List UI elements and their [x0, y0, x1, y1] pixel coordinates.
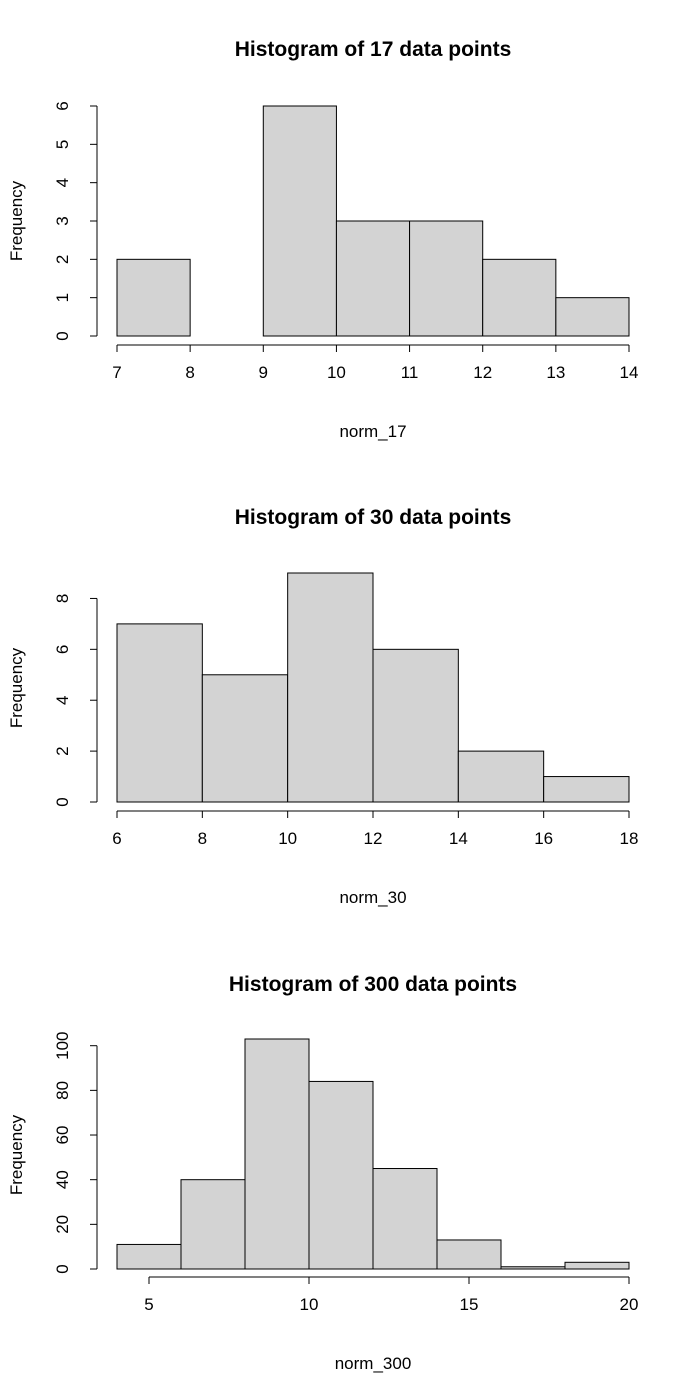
x-tick-label: 5 — [144, 1295, 153, 1314]
histogram-panel-3: Histogram of 300 data points 5 10 15 20 0 20… — [7, 973, 638, 1373]
x-tick-label: 18 — [620, 829, 639, 848]
histogram-bar — [201, 674, 289, 803]
histogram-bar — [500, 1266, 566, 1270]
x-tick-label: 15 — [460, 1295, 479, 1314]
histogram-bar — [564, 1261, 630, 1270]
y-tick-label: 6 — [53, 101, 72, 110]
y-tick-label: 5 — [53, 140, 72, 149]
x-tick-label: 12 — [473, 363, 492, 382]
chart-title: Histogram of 30 data points — [235, 506, 512, 529]
histogram-bar — [482, 258, 557, 337]
y-axis-label: Frequency — [7, 647, 26, 728]
histogram-bar — [308, 1080, 374, 1270]
x-tick-label: 10 — [327, 363, 346, 382]
y-axis-label: Frequency — [7, 1114, 26, 1195]
y-tick-label: 3 — [53, 216, 72, 225]
histogram-bar — [457, 750, 545, 803]
x-tick-label: 16 — [534, 829, 553, 848]
histogram-bar — [409, 220, 484, 337]
x-axis: 5 10 15 20 — [144, 1276, 639, 1314]
histogram-bar — [555, 297, 630, 337]
histogram-bar — [436, 1239, 502, 1270]
y-axis: 0 2 4 6 8 — [53, 594, 98, 807]
x-tick-label: 6 — [112, 829, 121, 848]
x-tick-label: 14 — [449, 829, 468, 848]
y-tick-label: 2 — [53, 746, 72, 755]
x-tick-label: 7 — [112, 363, 121, 382]
histogram-bar — [244, 1038, 310, 1270]
histogram-bar — [116, 258, 191, 337]
y-tick-label: 1 — [53, 293, 72, 302]
x-tick-label: 14 — [620, 363, 639, 382]
y-tick-label: 40 — [53, 1170, 72, 1189]
bars-group — [116, 572, 630, 803]
y-axis-label: Frequency — [7, 180, 26, 261]
histogram-bar — [372, 648, 459, 803]
histogram-bar — [287, 572, 374, 803]
bars-group — [116, 105, 630, 337]
chart-title: Histogram of 17 data points — [235, 38, 512, 61]
histogram-bar — [116, 1243, 182, 1270]
histogram-bar — [543, 776, 630, 803]
x-tick-label: 9 — [259, 363, 268, 382]
histogram-bar — [335, 220, 411, 337]
histogram-bar — [180, 1179, 246, 1270]
x-axis-label: norm_30 — [339, 888, 406, 907]
y-tick-label: 20 — [53, 1215, 72, 1234]
x-tick-label: 13 — [546, 363, 565, 382]
y-tick-label: 80 — [53, 1081, 72, 1100]
y-tick-label: 0 — [53, 331, 72, 340]
x-axis-label: norm_300 — [335, 1354, 412, 1373]
bars-group — [116, 1038, 630, 1270]
y-tick-label: 2 — [53, 255, 72, 264]
x-tick-label: 20 — [620, 1295, 639, 1314]
histogram-panel-1: Histogram of 17 data points 7 8 9 10 11 12 13 1… — [7, 38, 638, 441]
x-tick-label: 10 — [300, 1295, 319, 1314]
x-tick-label: 12 — [364, 829, 383, 848]
y-tick-label: 60 — [53, 1126, 72, 1145]
x-axis: 6 8 10 12 14 16 18 — [112, 810, 639, 848]
histogram-bar — [372, 1168, 438, 1270]
y-tick-label: 0 — [53, 1264, 72, 1273]
x-tick-label: 11 — [401, 363, 419, 382]
x-axis: 7 8 9 10 11 12 13 14 — [112, 344, 639, 382]
chart-title: Histogram of 300 data points — [229, 973, 517, 996]
x-tick-label: 8 — [198, 829, 207, 848]
y-tick-label: 4 — [53, 695, 72, 704]
y-axis: 0 1 2 3 4 5 6 — [53, 101, 98, 341]
y-tick-label: 8 — [53, 594, 72, 603]
x-tick-label: 10 — [278, 829, 297, 848]
histogram-bar — [262, 105, 337, 337]
histogram-bar — [116, 623, 203, 803]
y-tick-label: 100 — [53, 1032, 72, 1060]
y-tick-label: 4 — [53, 178, 72, 187]
y-axis: 0 20 40 60 80 100 — [53, 1032, 98, 1274]
x-tick-label: 8 — [185, 363, 194, 382]
y-tick-label: 6 — [53, 645, 72, 654]
histogram-panel-2: Histogram of 30 data points 6 8 10 12 14 16 18… — [7, 506, 638, 907]
x-axis-label: norm_17 — [339, 422, 406, 441]
y-tick-label: 0 — [53, 797, 72, 806]
